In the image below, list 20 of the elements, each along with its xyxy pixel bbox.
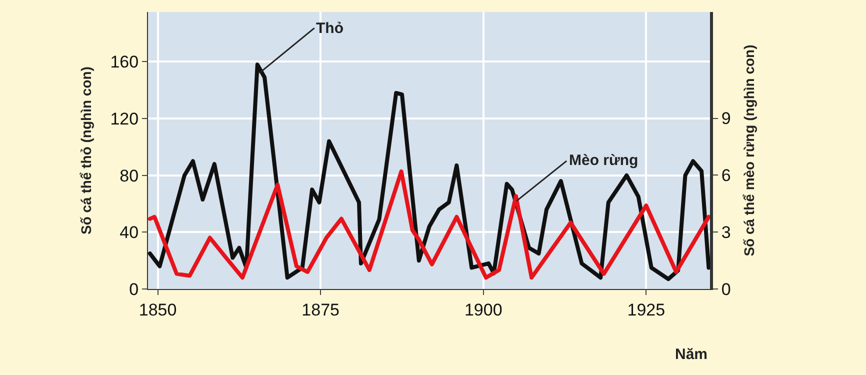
x-tick-label: 1925 bbox=[627, 300, 666, 320]
y-tick-label: 80 bbox=[120, 166, 139, 186]
y2-tick-label: 0 bbox=[721, 280, 731, 299]
y2-tick-label: 6 bbox=[721, 166, 731, 186]
line-series bbox=[148, 62, 710, 282]
x-tick-label: 1875 bbox=[302, 300, 340, 320]
line-series bbox=[148, 169, 710, 280]
y-tick-label: 120 bbox=[110, 109, 139, 128]
annotation: Thỏ bbox=[316, 20, 344, 37]
y2-tick-label: 3 bbox=[721, 223, 731, 242]
y2-tick-label: 9 bbox=[721, 109, 731, 128]
y-axis-title: Số cá thể thỏ (nghìn con) bbox=[78, 66, 94, 234]
y-tick-label: 40 bbox=[120, 223, 139, 242]
y-tick-label: 160 bbox=[110, 52, 139, 72]
x-tick-label: 1850 bbox=[138, 300, 177, 320]
x-axis-title: Năm bbox=[675, 346, 708, 363]
y2-axis-title: Số cá thể mèo rừng (nghìn con) bbox=[741, 44, 758, 256]
x-tick-label: 1900 bbox=[464, 300, 502, 320]
annotation: Mèo rừng bbox=[569, 152, 638, 169]
y-tick-label: 0 bbox=[129, 280, 139, 299]
